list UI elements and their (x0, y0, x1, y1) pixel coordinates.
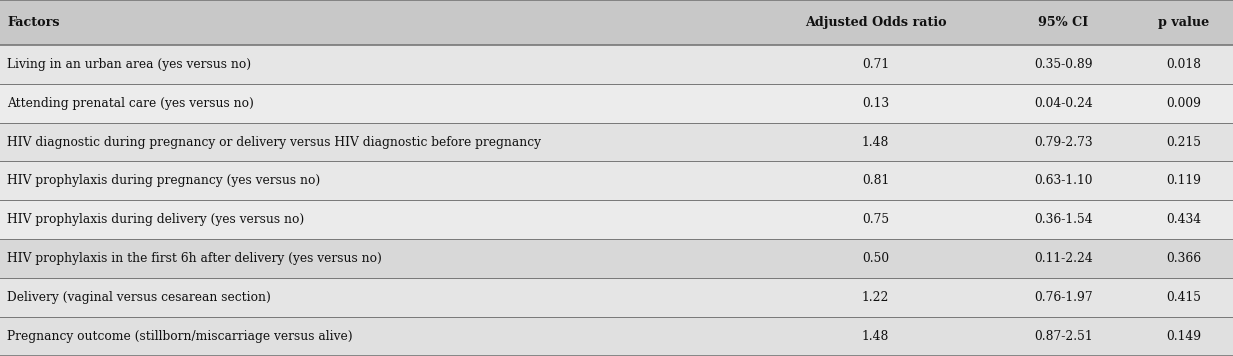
Bar (0, 162, 1233, 200)
Text: HIV prophylaxis during delivery (yes versus no): HIV prophylaxis during delivery (yes ver… (7, 213, 305, 226)
Text: HIV prophylaxis in the first 6h after delivery (yes versus no): HIV prophylaxis in the first 6h after de… (7, 252, 382, 265)
Text: 0.434: 0.434 (1166, 213, 1201, 226)
Text: 0.009: 0.009 (1166, 96, 1201, 110)
Bar (0, 122, 1233, 162)
Text: Delivery (vaginal versus cesarean section): Delivery (vaginal versus cesarean sectio… (7, 291, 271, 304)
Text: 1.48: 1.48 (862, 330, 889, 343)
Text: HIV diagnostic during pregnancy or delivery versus HIV diagnostic before pregnan: HIV diagnostic during pregnancy or deliv… (7, 136, 541, 148)
Text: 0.76-1.97: 0.76-1.97 (1034, 291, 1092, 304)
Text: 0.13: 0.13 (862, 96, 889, 110)
Text: 1.22: 1.22 (862, 291, 889, 304)
Text: HIV prophylaxis during pregnancy (yes versus no): HIV prophylaxis during pregnancy (yes ve… (7, 174, 321, 187)
Text: 0.11-2.24: 0.11-2.24 (1034, 252, 1092, 265)
Text: 0.119: 0.119 (1166, 174, 1201, 187)
Text: Attending prenatal care (yes versus no): Attending prenatal care (yes versus no) (7, 96, 254, 110)
Text: 1.48: 1.48 (862, 136, 889, 148)
Text: Living in an urban area (yes versus no): Living in an urban area (yes versus no) (7, 58, 252, 71)
Bar (0, 200, 1233, 239)
Text: 95% CI: 95% CI (1038, 16, 1089, 29)
Text: 0.36-1.54: 0.36-1.54 (1034, 213, 1092, 226)
Text: 0.04-0.24: 0.04-0.24 (1034, 96, 1092, 110)
Text: Adjusted Odds ratio: Adjusted Odds ratio (805, 16, 946, 29)
Text: Factors: Factors (7, 16, 60, 29)
Text: 0.81: 0.81 (862, 174, 889, 187)
Text: 0.75: 0.75 (862, 213, 889, 226)
Bar (0, 0, 1233, 45)
Text: Pregnancy outcome (stillborn/miscarriage versus alive): Pregnancy outcome (stillborn/miscarriage… (7, 330, 353, 343)
Text: 0.71: 0.71 (862, 58, 889, 71)
Text: 0.79-2.73: 0.79-2.73 (1034, 136, 1092, 148)
Text: p value: p value (1158, 16, 1210, 29)
Bar (0, 45, 1233, 84)
Text: 0.149: 0.149 (1166, 330, 1201, 343)
Text: 0.87-2.51: 0.87-2.51 (1034, 330, 1092, 343)
Bar (0, 239, 1233, 278)
Bar (0, 317, 1233, 356)
Text: 0.366: 0.366 (1166, 252, 1201, 265)
Bar (0, 278, 1233, 317)
Bar (0, 84, 1233, 122)
Text: 0.215: 0.215 (1166, 136, 1201, 148)
Text: 0.35-0.89: 0.35-0.89 (1034, 58, 1092, 71)
Text: 0.50: 0.50 (862, 252, 889, 265)
Text: 0.63-1.10: 0.63-1.10 (1034, 174, 1092, 187)
Text: 0.415: 0.415 (1166, 291, 1201, 304)
Text: 0.018: 0.018 (1166, 58, 1201, 71)
